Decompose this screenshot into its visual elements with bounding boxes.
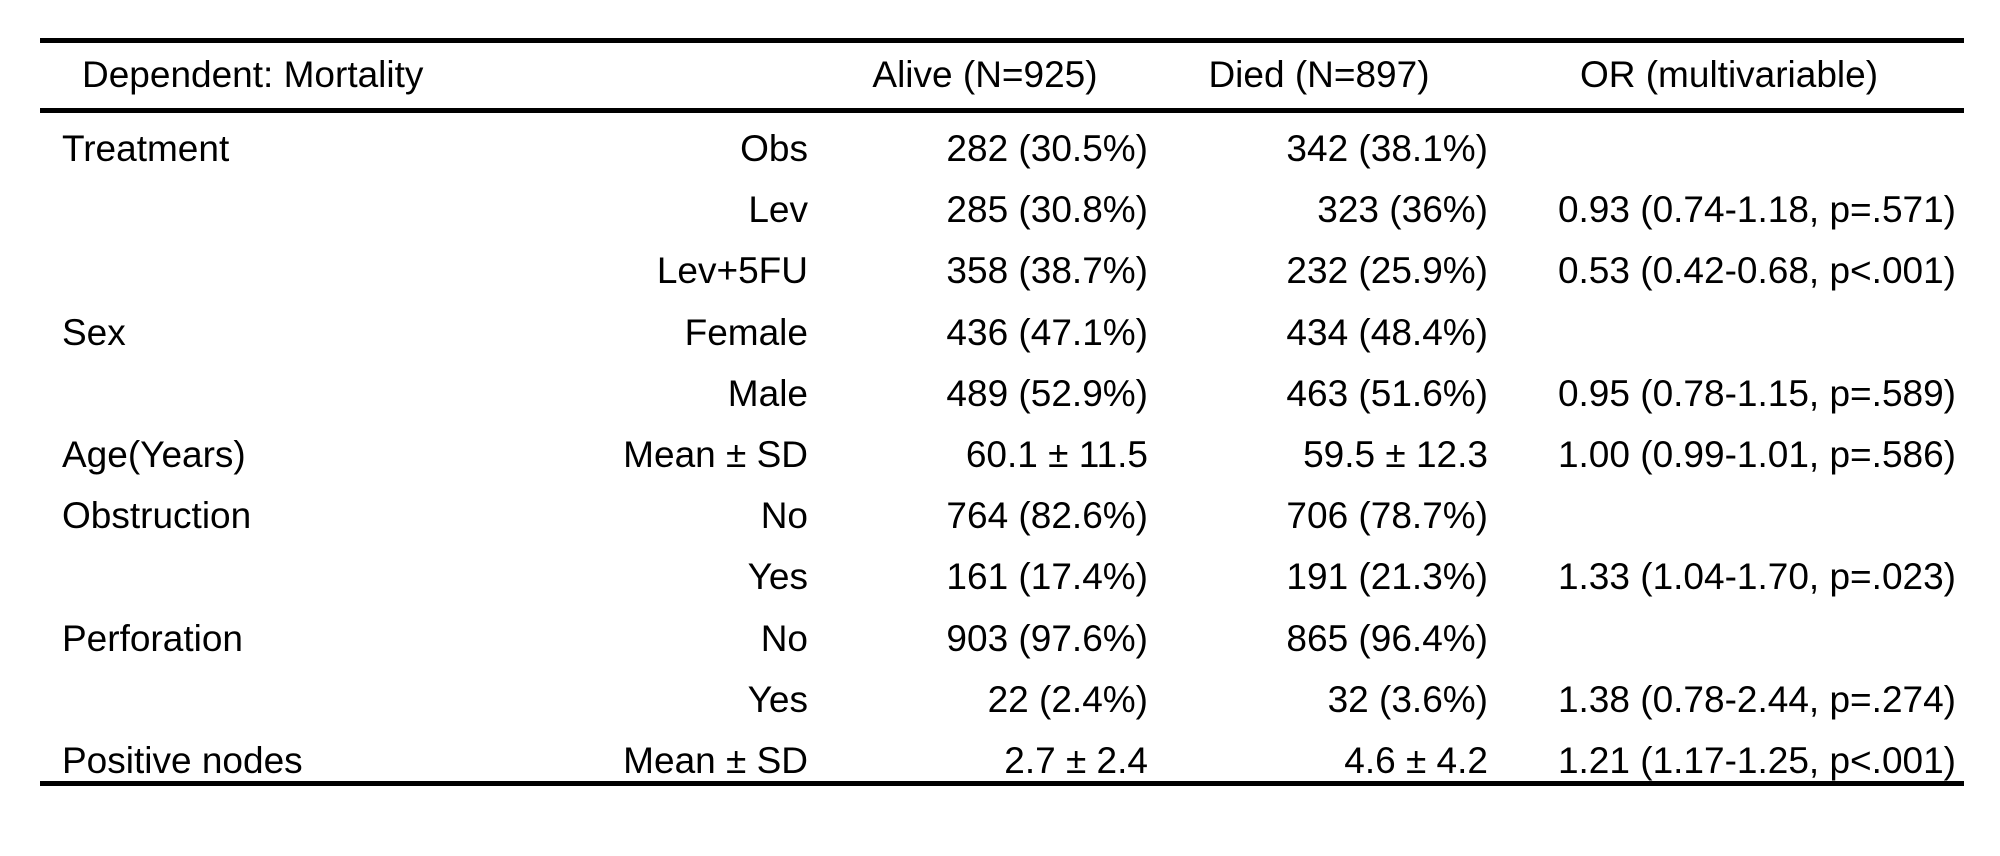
row-level: No: [540, 485, 808, 547]
row-label: Perforation: [62, 608, 542, 670]
row-level: Yes: [540, 669, 808, 731]
table-row: Age(Years) Mean ± SD 60.1 ± 11.5 59.5 ± 12.…: [40, 424, 1964, 486]
alive-cell: 436 (47.1%): [808, 302, 1148, 364]
alive-cell: 489 (52.9%): [808, 363, 1148, 425]
alive-cell: 282 (30.5%): [808, 118, 1148, 180]
row-level: No: [540, 608, 808, 670]
table-row: Male 489 (52.9%) 463 (51.6%) 0.95 (0.78-1.1…: [40, 363, 1964, 425]
alive-cell: 22 (2.4%): [808, 669, 1148, 731]
or-cell: [1488, 485, 1956, 547]
row-label: [62, 546, 542, 608]
row-label: Obstruction: [62, 485, 542, 547]
died-cell: 191 (21.3%): [1148, 546, 1488, 608]
or-cell: 0.93 (0.74-1.18, p=.571): [1488, 179, 1956, 241]
header-dependent: Dependent: Mortality: [82, 44, 542, 106]
or-cell: [1488, 118, 1956, 180]
or-cell: 0.53 (0.42-0.68, p<.001): [1488, 240, 1956, 302]
table-row: Lev 285 (30.8%) 323 (36%) 0.93 (0.74-1.18, …: [40, 179, 1964, 241]
row-level: Male: [540, 363, 808, 425]
or-cell: 0.95 (0.78-1.15, p=.589): [1488, 363, 1956, 425]
or-cell: 1.00 (0.99-1.01, p=.586): [1488, 424, 1956, 486]
table-header-rule: [40, 108, 1964, 113]
row-label: Age(Years): [62, 424, 542, 486]
row-level: Lev: [540, 179, 808, 241]
table-row: Yes 22 (2.4%) 32 (3.6%) 1.38 (0.78-2.44, p=…: [40, 669, 1964, 731]
table-row: Obstruction No 764 (82.6%) 706 (78.7%): [40, 485, 1964, 547]
or-cell: 1.38 (0.78-2.44, p=.274): [1488, 669, 1956, 731]
died-cell: 323 (36%): [1148, 179, 1488, 241]
row-label: [62, 240, 542, 302]
row-level: Yes: [540, 546, 808, 608]
or-cell: 1.33 (1.04-1.70, p=.023): [1488, 546, 1956, 608]
alive-cell: 285 (30.8%): [808, 179, 1148, 241]
table-top-rule: [40, 38, 1964, 43]
header-or: OR (multivariable): [1510, 44, 1948, 106]
table-row: Yes 161 (17.4%) 191 (21.3%) 1.33 (1.04-1.70…: [40, 546, 1964, 608]
row-label: Sex: [62, 302, 542, 364]
row-label: [62, 363, 542, 425]
died-cell: 32 (3.6%): [1148, 669, 1488, 731]
alive-cell: 161 (17.4%): [808, 546, 1148, 608]
table-row: Lev+5FU 358 (38.7%) 232 (25.9%) 0.53 (0.42-…: [40, 240, 1964, 302]
alive-cell: 358 (38.7%): [808, 240, 1148, 302]
alive-cell: 60.1 ± 11.5: [808, 424, 1148, 486]
row-label: [62, 179, 542, 241]
table-row: Sex Female 436 (47.1%) 434 (48.4%): [40, 302, 1964, 364]
header-alive: Alive (N=925): [820, 44, 1150, 106]
row-label: [62, 669, 542, 731]
row-level: Mean ± SD: [540, 424, 808, 486]
alive-cell: 764 (82.6%): [808, 485, 1148, 547]
table-header-row: Dependent: Mortality Alive (N=925) Died …: [40, 44, 1964, 106]
died-cell: 865 (96.4%): [1148, 608, 1488, 670]
or-cell: [1488, 608, 1956, 670]
died-cell: 463 (51.6%): [1148, 363, 1488, 425]
died-cell: 59.5 ± 12.3: [1148, 424, 1488, 486]
table-row: Treatment Obs 282 (30.5%) 342 (38.1%): [40, 118, 1964, 180]
died-cell: 342 (38.1%): [1148, 118, 1488, 180]
row-label: Treatment: [62, 118, 542, 180]
died-cell: 434 (48.4%): [1148, 302, 1488, 364]
or-cell: [1488, 302, 1956, 364]
table-bottom-rule: [40, 781, 1964, 786]
row-level: Obs: [540, 118, 808, 180]
row-level: Female: [540, 302, 808, 364]
header-died: Died (N=897): [1160, 44, 1478, 106]
table-row: Perforation No 903 (97.6%) 865 (96.4%): [40, 608, 1964, 670]
row-level: Lev+5FU: [540, 240, 808, 302]
died-cell: 232 (25.9%): [1148, 240, 1488, 302]
alive-cell: 903 (97.6%): [808, 608, 1148, 670]
died-cell: 706 (78.7%): [1148, 485, 1488, 547]
